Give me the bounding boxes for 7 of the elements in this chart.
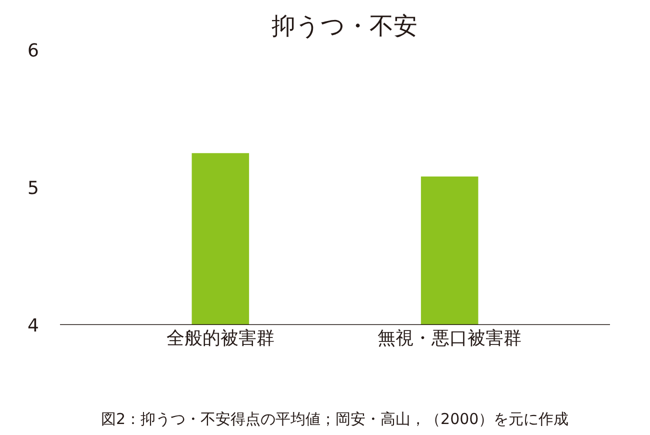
x-tick-label: 無視・悪口被害群 <box>378 328 522 349</box>
caption: 図2：抑うつ・不安得点の平均値；岡安・高山，（2000）を元に作成 <box>101 410 569 428</box>
y-tick-label: 4 <box>28 315 39 336</box>
x-tick-label: 全般的被害群 <box>166 328 274 349</box>
chart-title: 抑うつ・不安 <box>272 12 418 40</box>
y-tick-label: 5 <box>28 178 39 199</box>
y-tick-label: 6 <box>28 40 39 62</box>
